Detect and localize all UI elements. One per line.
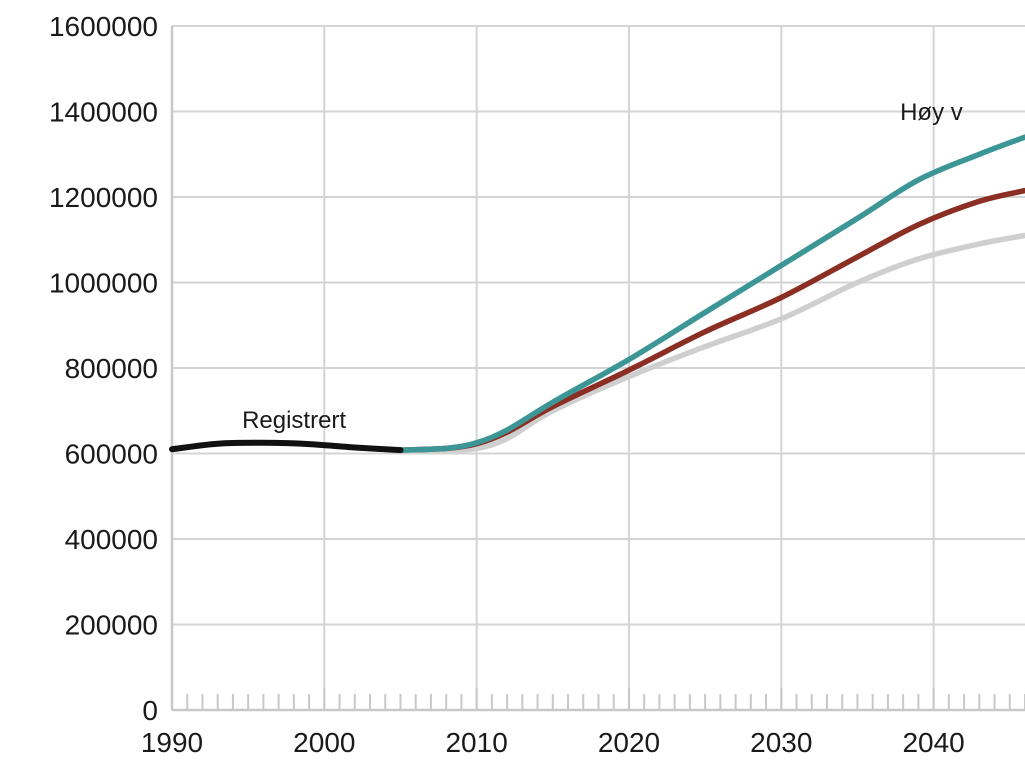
series-line-registrert [172, 443, 401, 450]
y-tick-label: 1600000 [49, 11, 158, 42]
y-tick-label: 1000000 [49, 268, 158, 299]
grid-layer [172, 26, 1025, 710]
series-line-middels [401, 191, 1025, 451]
series-layer [172, 137, 1025, 450]
x-tick-label: 2020 [598, 727, 660, 755]
x-tick-label: 2000 [293, 727, 355, 755]
y-tick-label: 600000 [65, 439, 158, 470]
series-line-hoy [401, 137, 1025, 450]
annotation-registrert: Registrert [242, 407, 346, 434]
y-tick-label: 800000 [65, 353, 158, 384]
x-tick-label: 1990 [141, 727, 203, 755]
label-layer: 0 200000 400000 600000 800000 1000000 1200000 1… [49, 11, 965, 755]
x-tick-label: 2030 [750, 727, 812, 755]
y-tick-label: 1400000 [49, 97, 158, 128]
y-tick-label: 1200000 [49, 182, 158, 213]
series-line-lav [401, 236, 1025, 451]
annotation-hoy: Høy v [900, 99, 963, 126]
y-tick-label: 200000 [65, 610, 158, 641]
x-tick-label: 2010 [445, 727, 507, 755]
x-tick-label: 2040 [902, 727, 964, 755]
y-tick-label: 0 [142, 695, 158, 726]
y-tick-label: 400000 [65, 524, 158, 555]
